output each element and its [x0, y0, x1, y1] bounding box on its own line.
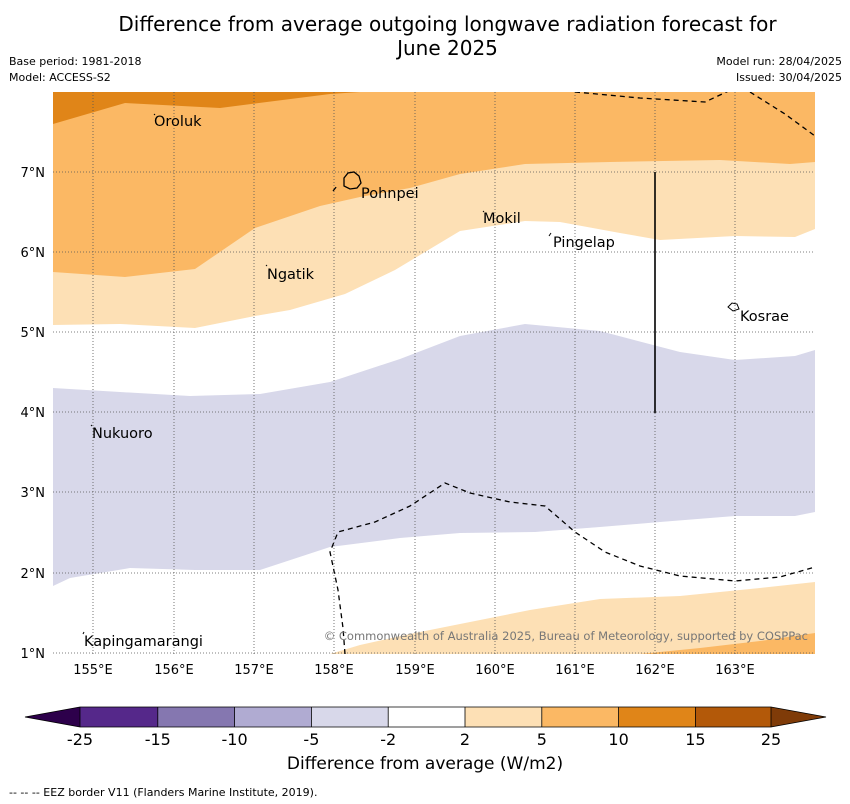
- lon-label: 158°E: [314, 663, 354, 678]
- title-line-1: Difference from average outgoing longwav…: [118, 12, 777, 36]
- meta-left: Base period: 1981-2018 Model: ACCESS-S2: [9, 54, 141, 86]
- title-line-2: June 2025: [397, 36, 498, 60]
- colorbar-tick: 5: [537, 730, 547, 749]
- kosrae-island-outline: [727, 302, 740, 312]
- colorbar-segment: [157, 707, 235, 727]
- label-ngatik: Ngatik: [267, 267, 315, 283]
- atoll-markers: [82, 113, 552, 635]
- label-kapingamarangi: Kapingamarangi: [84, 634, 203, 650]
- colorbar-extend-high: [771, 707, 826, 727]
- lat-label: 3°N: [21, 486, 46, 501]
- colorbar-segment: [695, 707, 771, 727]
- lon-label: 155°E: [73, 663, 113, 678]
- colorbar-tick: -5: [303, 730, 319, 749]
- issued-date: Issued: 30/04/2025: [735, 71, 842, 84]
- colorbar-segment: [465, 707, 542, 727]
- eez-border-south: [329, 482, 815, 654]
- lat-label: 5°N: [21, 326, 46, 341]
- copyright-notice: © Commonwealth of Australia 2025, Bureau…: [324, 629, 808, 643]
- colorbar-outline: [24, 706, 827, 728]
- colorbar-label: Difference from average (W/m2): [286, 754, 564, 774]
- eez-border-lines: [329, 92, 815, 654]
- meta-right: Model run: 28/04/2025 Issued: 30/04/2025: [716, 54, 842, 86]
- colorbar-segment: [388, 707, 465, 727]
- colorbar-segment: [311, 707, 389, 727]
- label-mokil: Mokil: [483, 211, 521, 227]
- colorbar-tick: -2: [380, 730, 396, 749]
- label-nukuoro: Nukuoro: [92, 426, 153, 442]
- colorbar-ticks: -25 -15 -10 -5 -2 2 5 10 15 25: [67, 730, 781, 749]
- map-title: Difference from average outgoing longwav…: [0, 12, 850, 60]
- lon-label: 163°E: [715, 663, 755, 678]
- colorbar-segment: [80, 707, 158, 727]
- anomaly-band-5-10-south: [640, 633, 815, 654]
- colorbar-tick: 25: [761, 730, 781, 749]
- pohnpei-island-outline: [343, 171, 362, 190]
- colorbar-segment: [618, 707, 696, 727]
- colorbar-tick: 2: [460, 730, 470, 749]
- lat-label: 6°N: [21, 246, 46, 261]
- colorbar-tick: 10: [608, 730, 628, 749]
- anomaly-band-10-15: [53, 92, 360, 124]
- base-period: Base period: 1981-2018: [9, 55, 142, 68]
- anomaly-band-2-5-south: [330, 582, 815, 654]
- label-kosrae: Kosrae: [740, 309, 789, 325]
- map-area: [53, 92, 815, 654]
- lon-label: 157°E: [234, 663, 274, 678]
- longitude-labels: 155°E 156°E 157°E 158°E 159°E 160°E 161°…: [73, 663, 755, 678]
- lon-label: 161°E: [555, 663, 595, 678]
- lon-label: 162°E: [635, 663, 675, 678]
- label-pohnpei: Pohnpei: [361, 186, 419, 202]
- colorbar-tick: 15: [685, 730, 705, 749]
- lat-label: 4°N: [21, 406, 46, 421]
- eez-border-north: [574, 92, 815, 137]
- colorbar-tick: -15: [145, 730, 171, 749]
- label-oroluk: Oroluk: [154, 114, 202, 130]
- colorbar-extend-low: [25, 707, 80, 727]
- lon-label: 160°E: [475, 663, 515, 678]
- label-pingelap: Pingelap: [553, 235, 615, 251]
- model-name: Model: ACCESS-S2: [9, 71, 111, 84]
- lon-label: 156°E: [154, 663, 194, 678]
- lat-label: 7°N: [21, 166, 46, 181]
- model-run: Model run: 28/04/2025: [716, 55, 842, 68]
- lat-label: 2°N: [21, 567, 46, 582]
- colorbar: -25 -15 -10 -5 -2 2 5 10 15 25: [24, 706, 827, 749]
- latitude-labels: 7°N 6°N 5°N 4°N 3°N 2°N 1°N: [21, 166, 46, 662]
- lat-label: 1°N: [21, 647, 46, 662]
- lon-label: 159°E: [395, 663, 435, 678]
- colorbar-tick: -25: [67, 730, 93, 749]
- colorbar-segment: [234, 707, 312, 727]
- colorbar-tick: -10: [222, 730, 248, 749]
- colorbar-segment: [541, 707, 619, 727]
- eez-border-pohnpei: [332, 185, 338, 192]
- eez-footnote: -- -- -- EEZ border V11 (Flanders Marine…: [9, 786, 318, 799]
- place-labels: Oroluk Pohnpei Mokil Pingelap Ngatik Kos…: [84, 114, 789, 650]
